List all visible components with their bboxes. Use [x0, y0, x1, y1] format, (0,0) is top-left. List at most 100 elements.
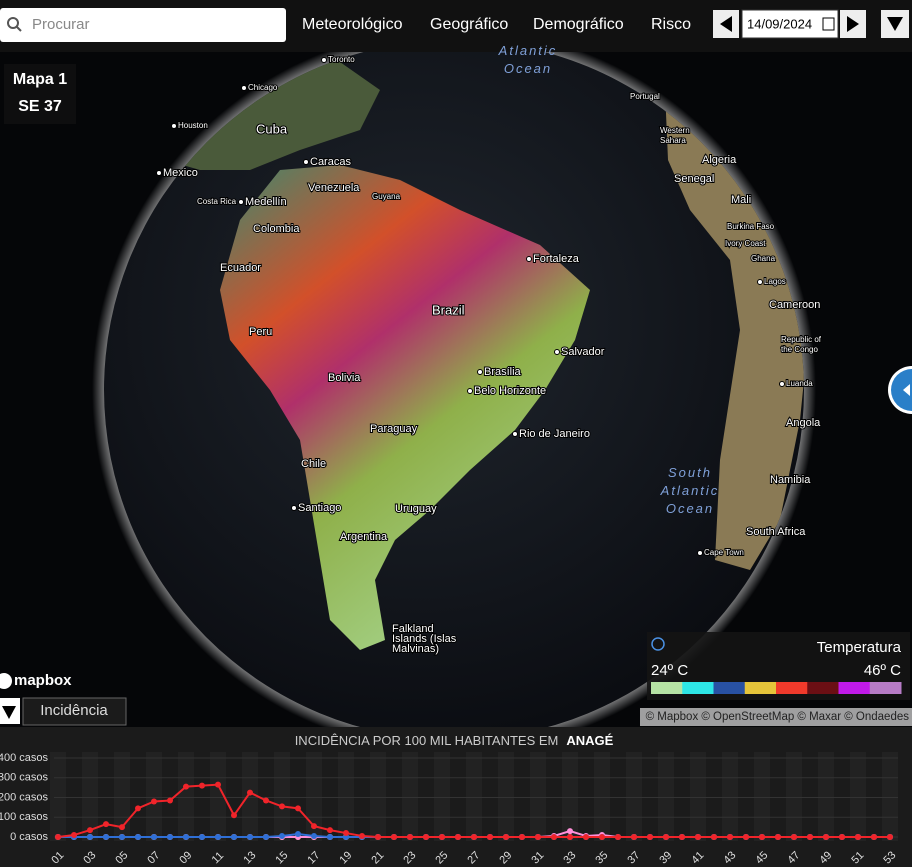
- place-label: Uruguay: [395, 503, 437, 515]
- place-label: Cuba: [256, 121, 288, 136]
- data-point: [295, 831, 301, 838]
- attribution-bg: [640, 708, 912, 726]
- data-point: [487, 834, 493, 840]
- data-point: [583, 834, 589, 840]
- chart-title-place: ANAGÉ: [566, 733, 613, 748]
- data-point: [215, 834, 221, 840]
- data-point: [279, 803, 285, 810]
- nav-item[interactable]: Geográfico: [430, 16, 508, 33]
- place-label: Mexico: [163, 167, 198, 179]
- column-band: [370, 752, 386, 841]
- place-label: Santiago: [298, 502, 341, 514]
- data-point: [663, 834, 669, 840]
- data-point: [263, 797, 269, 804]
- column-band: [626, 752, 642, 841]
- layer-select-value: Incidência: [40, 702, 108, 719]
- data-point: [807, 834, 813, 840]
- place-label: Mali: [731, 194, 751, 206]
- legend-swatch: [651, 682, 683, 694]
- data-point: [727, 834, 733, 840]
- place-dot: [697, 550, 703, 556]
- menu-icon: [887, 17, 903, 31]
- place-label: Costa Rica: [197, 197, 237, 206]
- place-label: Chile: [301, 458, 326, 470]
- map-week: SE 37: [18, 98, 62, 115]
- place-label: Western Sahara: [660, 126, 690, 145]
- legend-title: Temperatura: [817, 639, 902, 656]
- place-dot: [291, 505, 297, 511]
- data-point: [167, 797, 173, 804]
- data-point: [567, 828, 573, 835]
- data-point: [247, 834, 253, 840]
- column-band: [274, 752, 290, 841]
- place-label: Ecuador: [220, 262, 261, 274]
- data-point: [647, 834, 653, 840]
- place-label: Belo Horizonte: [474, 385, 546, 397]
- data-point: [295, 805, 301, 812]
- layer-select[interactable]: [22, 697, 127, 726]
- data-point: [631, 834, 637, 840]
- column-band: [850, 752, 866, 841]
- legend-swatch: [807, 682, 839, 694]
- column-band: [690, 752, 706, 841]
- search-box[interactable]: [0, 8, 286, 42]
- column-band: [82, 752, 98, 841]
- map-name: Mapa 1: [13, 71, 67, 88]
- place-label: Lagos: [764, 277, 786, 286]
- data-point: [839, 834, 845, 840]
- column-band: [50, 752, 66, 841]
- data-point: [791, 834, 797, 840]
- place-label: Angola: [786, 417, 821, 429]
- place-label: Falkland Islands (Islas Malvinas): [392, 623, 457, 655]
- place-label-line: Atlantic: [498, 43, 558, 58]
- place-dot: [303, 159, 309, 165]
- place-dot: [156, 170, 162, 176]
- place-label: Paraguay: [370, 423, 418, 435]
- data-point: [439, 834, 445, 840]
- column-band: [530, 752, 546, 841]
- place-label: Peru: [249, 326, 272, 338]
- place-label-line: South: [668, 465, 712, 480]
- place-label: Burkina Faso: [727, 222, 775, 231]
- place-label: Fortaleza: [533, 253, 580, 265]
- nav-item[interactable]: Risco: [651, 16, 691, 33]
- place-label-line: Republic of: [781, 335, 822, 344]
- place-label: Toronto: [328, 55, 355, 64]
- column-band: [210, 752, 226, 841]
- attribution: © Mapbox © OpenStreetMap © Maxar © Ondae…: [646, 711, 910, 723]
- data-point: [567, 834, 573, 840]
- place-label: Cameroon: [769, 299, 820, 311]
- place-label: Atlantic Ocean: [498, 43, 558, 76]
- date-input[interactable]: [741, 9, 839, 39]
- place-dot: [554, 349, 560, 355]
- legend-info[interactable]: [651, 637, 665, 651]
- data-point: [71, 832, 77, 839]
- column-band: [658, 752, 674, 841]
- data-point: [679, 834, 685, 840]
- data-point: [119, 834, 125, 840]
- data-point: [199, 834, 205, 840]
- data-point: [263, 834, 269, 840]
- data-point: [711, 834, 717, 840]
- y-tick-label: 200 casos: [0, 791, 48, 803]
- place-label: Namibia: [770, 474, 811, 486]
- place-dot: [467, 388, 473, 394]
- legend-min: 24º C: [651, 662, 688, 679]
- place-label: Algeria: [702, 154, 737, 166]
- data-point: [135, 834, 141, 840]
- column-band: [882, 752, 898, 841]
- chart-title: INCIDÊNCIA POR 100 MIL HABITANTES EM ANAG…: [295, 733, 614, 748]
- layer-toggle-icon: [2, 706, 16, 719]
- place-label-line: the Congo: [781, 345, 818, 354]
- mapbox-logo: mapbox: [14, 672, 72, 689]
- place-label: Ghana: [751, 254, 776, 263]
- column-band: [338, 752, 354, 841]
- column-band: [114, 752, 130, 841]
- column-band: [178, 752, 194, 841]
- place-label: Rio de Janeiro: [519, 428, 590, 440]
- nav-item[interactable]: Demográfico: [533, 16, 624, 33]
- data-point: [215, 781, 221, 788]
- data-point: [119, 824, 125, 831]
- nav-item[interactable]: Meteorológico: [302, 16, 403, 33]
